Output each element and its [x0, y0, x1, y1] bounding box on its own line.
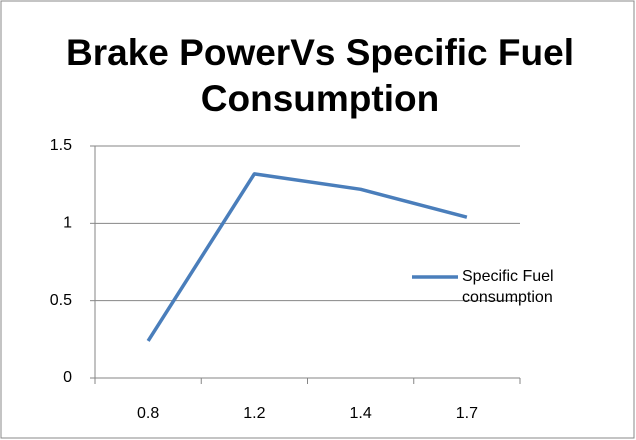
y-tick-label: 0.5	[50, 292, 72, 309]
x-tick-label: 1.7	[456, 405, 478, 422]
chart-title: Brake PowerVs Specific Fuel Consumption	[66, 32, 574, 119]
legend-label: Specific Fuel consumption	[462, 268, 554, 306]
x-tick-label: 1.4	[350, 405, 372, 422]
x-tick-label: 0.8	[137, 405, 159, 422]
y-tick-label: 1	[63, 215, 72, 232]
y-tick-label: 1.5	[50, 137, 72, 154]
series-line	[146, 172, 468, 342]
x-tick-label: 1.2	[243, 405, 265, 422]
y-tick-label: 0	[63, 369, 72, 386]
